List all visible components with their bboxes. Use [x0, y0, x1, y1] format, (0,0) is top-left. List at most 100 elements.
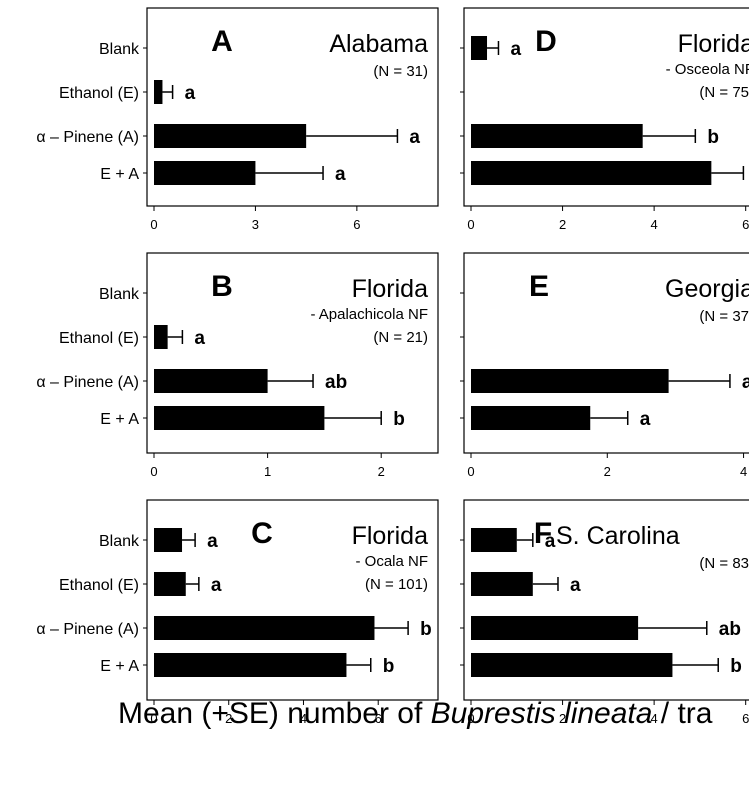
significance-letter: a — [640, 409, 651, 430]
x-axis-label-prefix: Mean (+SE) number of — [118, 697, 431, 730]
significance-letter: b — [420, 619, 432, 640]
bar — [471, 161, 712, 185]
bar — [154, 572, 186, 596]
site-name: Florida — [352, 522, 429, 550]
x-tick-label: 4 — [651, 217, 658, 232]
x-tick-label: 2 — [225, 711, 232, 726]
site-name: Florida — [678, 30, 749, 58]
x-tick-label: 6 — [375, 711, 382, 726]
bar — [471, 369, 669, 393]
x-tick-label: 0 — [467, 711, 474, 726]
bar — [471, 406, 591, 430]
panel-letter: F — [534, 517, 552, 550]
significance-letter: a — [545, 531, 556, 552]
x-tick-label: 2 — [559, 217, 566, 232]
site-subtitle: - Osceola NF — [666, 61, 749, 78]
significance-letter: b — [730, 656, 742, 677]
significance-letter: a — [335, 164, 346, 185]
x-axis-label-suffix: / tra — [652, 697, 713, 730]
site-name: Georgia — [665, 275, 749, 303]
bar — [471, 124, 643, 148]
significance-letter: a — [742, 372, 749, 393]
significance-letter: a — [409, 127, 420, 148]
site-name: Alabama — [329, 30, 428, 58]
x-tick-label: 0 — [150, 217, 157, 232]
x-axis-label-species: Buprestis lineata — [430, 697, 653, 730]
site-subtitle: - Ocala NF — [355, 553, 428, 570]
x-tick-label: 0 — [150, 711, 157, 726]
panel-frame-a — [146, 7, 439, 207]
panel-frame-b — [146, 252, 439, 454]
site-name: Florida — [352, 275, 429, 303]
bar — [154, 124, 307, 148]
bar — [154, 528, 183, 552]
panel-frame-e — [463, 252, 749, 454]
significance-letter: a — [194, 328, 205, 349]
panel-letter: E — [529, 270, 549, 303]
sample-size: (N = 101) — [365, 576, 428, 593]
x-tick-label: 4 — [740, 464, 747, 479]
sample-size: (N = 83) — [699, 555, 749, 572]
x-tick-label: 0 — [150, 464, 157, 479]
x-tick-label: 6 — [742, 217, 749, 232]
x-tick-label: 2 — [559, 711, 566, 726]
y-tick-label: Blank — [99, 41, 140, 58]
x-tick-label: 0 — [467, 464, 474, 479]
bar — [154, 325, 168, 349]
panel-letter: A — [211, 25, 233, 58]
panel-frame-d — [463, 7, 749, 207]
significance-letter: a — [211, 575, 222, 596]
bar — [154, 406, 325, 430]
y-tick-label: Ethanol (E) — [59, 330, 139, 347]
site-subtitle: - Apalachicola NF — [310, 306, 428, 323]
panel-letter: C — [251, 517, 273, 550]
significance-letter: a — [510, 39, 521, 60]
y-tick-label: Blank — [99, 533, 140, 550]
significance-letter: ab — [719, 619, 741, 640]
sample-size: (N = 75) — [699, 84, 749, 101]
panel-frame-f — [463, 499, 749, 701]
sample-size: (N = 31) — [373, 63, 428, 80]
bar — [471, 653, 673, 677]
y-tick-label: Ethanol (E) — [59, 85, 139, 102]
y-tick-label: E + A — [100, 411, 139, 428]
x-tick-label: 2 — [378, 464, 385, 479]
panel-frame-c — [146, 499, 439, 701]
y-tick-label: α – Pinene (A) — [36, 374, 139, 391]
significance-letter: b — [393, 409, 405, 430]
bar — [154, 161, 256, 185]
bar — [471, 36, 488, 60]
bar — [154, 616, 375, 640]
x-axis-label: Mean (+SE) number of Buprestis lineata /… — [118, 697, 749, 731]
y-tick-label: E + A — [100, 166, 139, 183]
bar — [471, 616, 639, 640]
bar — [154, 369, 268, 393]
sample-size: (N = 37) — [699, 308, 749, 325]
significance-letter: ab — [325, 372, 347, 393]
x-tick-label: 0 — [467, 217, 474, 232]
y-tick-label: Blank — [99, 286, 140, 303]
significance-letter: a — [570, 575, 581, 596]
bar — [471, 572, 533, 596]
y-tick-label: Ethanol (E) — [59, 577, 139, 594]
significance-letter: a — [185, 83, 196, 104]
x-tick-label: 6 — [742, 711, 749, 726]
bar — [154, 80, 163, 104]
x-tick-label: 6 — [353, 217, 360, 232]
site-name: S. Carolina — [556, 522, 680, 550]
x-tick-label: 4 — [300, 711, 307, 726]
bar — [471, 528, 517, 552]
x-tick-label: 1 — [264, 464, 271, 479]
x-tick-label: 4 — [651, 711, 658, 726]
x-tick-label: 2 — [604, 464, 611, 479]
x-tick-label: 3 — [252, 217, 259, 232]
y-tick-label: α – Pinene (A) — [36, 129, 139, 146]
y-tick-label: E + A — [100, 658, 139, 675]
significance-letter: a — [207, 531, 218, 552]
y-tick-label: α – Pinene (A) — [36, 621, 139, 638]
bar — [154, 653, 347, 677]
panel-letter: B — [211, 270, 233, 303]
panel-letter: D — [535, 25, 557, 58]
significance-letter: b — [707, 127, 719, 148]
